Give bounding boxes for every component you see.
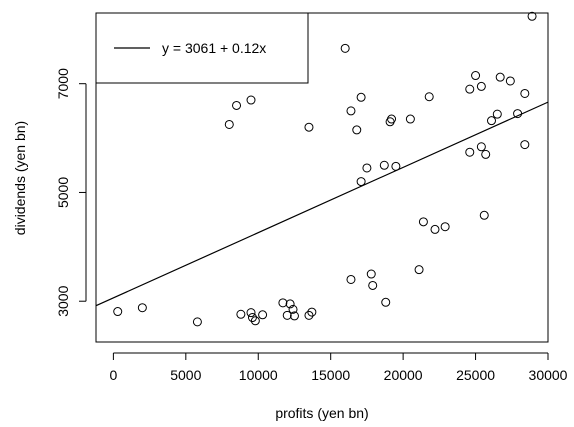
data-point <box>137 303 147 313</box>
data-point <box>192 317 202 327</box>
data-point <box>368 280 378 290</box>
data-point <box>387 114 397 124</box>
x-axis: 0 5000 10000 15000 20000 25000 30000 <box>109 352 568 383</box>
data-point <box>113 307 123 317</box>
data-point <box>487 116 496 126</box>
data-point <box>352 125 362 135</box>
data-point <box>440 222 450 232</box>
plot-frame <box>95 12 549 343</box>
data-point <box>258 310 268 320</box>
data-point <box>289 311 299 321</box>
data-point <box>379 160 389 170</box>
x-tick-label: 0 <box>109 367 117 383</box>
data-point <box>288 304 298 314</box>
y-axis: 3000 5000 7000 <box>55 68 87 317</box>
data-point <box>476 81 486 91</box>
data-point <box>346 106 356 116</box>
data-point <box>405 114 415 124</box>
data-point <box>304 310 314 320</box>
data-point <box>492 109 502 119</box>
data-point <box>520 140 530 150</box>
data-point <box>250 316 260 326</box>
data-point <box>414 265 424 275</box>
y-tick-label: 5000 <box>55 177 71 208</box>
y-axis-label: dividends (yen bn) <box>12 121 28 235</box>
data-point <box>356 177 366 187</box>
points-layer <box>113 11 537 327</box>
data-point <box>246 95 256 105</box>
x-tick-label: 25000 <box>456 367 495 383</box>
data-point <box>285 299 295 309</box>
x-tick-label: 20000 <box>384 367 423 383</box>
data-point <box>465 147 475 157</box>
data-point <box>304 122 314 132</box>
data-point <box>236 309 246 319</box>
data-point <box>418 217 428 227</box>
legend-label: y = 3061 + 0.12x <box>162 40 266 56</box>
data-point <box>246 308 256 318</box>
regression-line <box>95 101 549 307</box>
data-point <box>232 100 242 110</box>
data-point <box>340 43 350 53</box>
data-point <box>278 298 288 308</box>
data-point <box>505 76 515 86</box>
x-tick-label: 15000 <box>311 367 350 383</box>
x-axis-label: profits (yen bn) <box>275 405 368 421</box>
x-tick-label: 30000 <box>529 367 568 383</box>
data-point <box>356 92 366 102</box>
data-point <box>495 72 505 82</box>
data-point <box>307 307 317 317</box>
data-point <box>479 210 489 220</box>
data-point <box>430 224 440 234</box>
data-point <box>362 163 372 173</box>
data-point <box>346 274 356 284</box>
data-point <box>424 92 434 102</box>
data-point <box>527 11 537 21</box>
data-point <box>381 297 391 307</box>
data-point <box>465 84 475 94</box>
legend: y = 3061 + 0.12x <box>95 12 309 84</box>
data-point <box>282 310 292 320</box>
data-point <box>224 119 234 129</box>
y-tick-label: 7000 <box>55 68 71 99</box>
data-point <box>366 269 376 279</box>
x-tick-label: 10000 <box>239 367 278 383</box>
y-tick-label: 3000 <box>55 285 71 316</box>
data-point <box>520 88 530 98</box>
x-tick-label: 5000 <box>170 367 201 383</box>
data-point <box>247 313 257 323</box>
data-point <box>476 142 486 152</box>
data-point <box>471 71 481 81</box>
data-point <box>481 149 491 159</box>
